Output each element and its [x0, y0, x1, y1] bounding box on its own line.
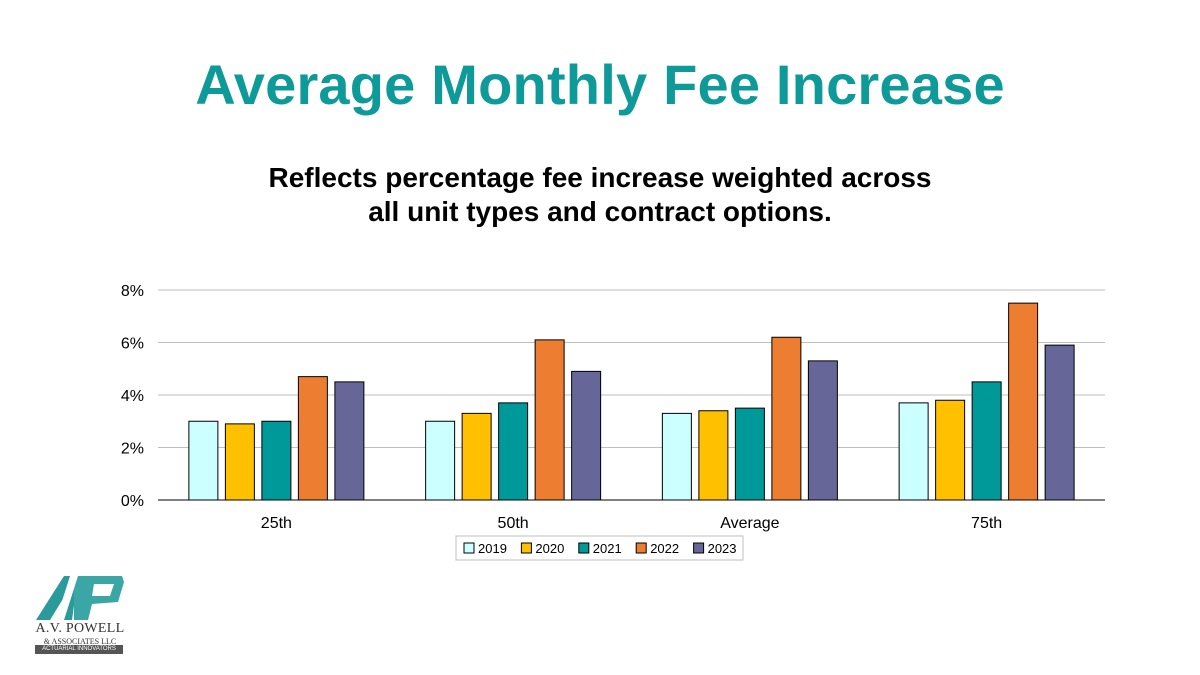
- y-tick-label: 6%: [121, 336, 144, 353]
- bar-2020-25th: [224, 423, 255, 501]
- logo-tagline: ACTUARIAL INNOVATORS: [35, 645, 123, 654]
- bar-2020-50th: [461, 412, 492, 501]
- legend-swatch-2019: [463, 542, 475, 554]
- bar-2022-50th: [534, 339, 565, 501]
- logo-name: A.V. POWELL: [35, 621, 125, 636]
- legend-label-2020: 2020: [535, 541, 564, 556]
- bar-2020-75th: [935, 399, 966, 501]
- logo-subtitle: & ASSOCIATES LLC: [43, 637, 117, 646]
- bar-2022-75th: [1008, 302, 1039, 501]
- y-tick-label: 8%: [121, 283, 144, 300]
- bar-2022-25th: [297, 376, 328, 501]
- bar-2019-25th: [188, 420, 219, 501]
- bar-chart: 0% 2% 4% 6% 8% 25th 50th Average 75th 2019 2020 202…: [121, 283, 1105, 561]
- y-tick-label: 4%: [121, 388, 144, 405]
- chart-title: Average Monthly Fee Increase: [195, 53, 1005, 116]
- bar-2021-50th: [498, 402, 529, 501]
- subtitle-line-1: Reflects percentage fee increase weighte…: [268, 162, 932, 193]
- legend-label-2021: 2021: [593, 541, 622, 556]
- bar-2021-25th: [261, 420, 292, 501]
- bar-2023-25th: [334, 381, 365, 501]
- y-tick-label: 2%: [121, 441, 144, 458]
- legend-swatch-2023: [693, 542, 705, 554]
- bar-2019-75th: [898, 402, 929, 501]
- chart-subtitle: Reflects percentage fee increase weighte…: [0, 161, 1200, 229]
- x-tick-label: Average: [720, 515, 779, 532]
- bar-2021-75th: [971, 381, 1002, 501]
- bar-2023-75th: [1044, 344, 1075, 501]
- subtitle-line-2: all unit types and contract options.: [368, 196, 832, 227]
- bar-2020-average: [698, 410, 729, 501]
- legend-swatch-2022: [635, 542, 647, 554]
- legend-label-2022: 2022: [650, 541, 679, 556]
- bar-2022-average: [771, 336, 802, 501]
- bar-2023-average: [807, 360, 838, 501]
- legend-swatch-2021: [578, 542, 590, 554]
- legend-swatch-2020: [520, 542, 532, 554]
- bar-2021-average: [734, 407, 765, 501]
- x-tick-label: 25th: [261, 515, 292, 532]
- y-tick-label: 0%: [121, 493, 144, 510]
- x-tick-label: 50th: [498, 515, 529, 532]
- logo-mark-icon: [36, 576, 124, 620]
- company-logo: A.V. POWELL & ASSOCIATES LLC ACTUARIAL I…: [34, 574, 130, 656]
- legend-label-2019: 2019: [478, 541, 507, 556]
- x-tick-label: 75th: [971, 515, 1002, 532]
- bar-2023-50th: [571, 370, 602, 501]
- legend-label-2023: 2023: [708, 541, 737, 556]
- bar-2019-average: [661, 412, 692, 501]
- bar-2019-50th: [425, 420, 456, 501]
